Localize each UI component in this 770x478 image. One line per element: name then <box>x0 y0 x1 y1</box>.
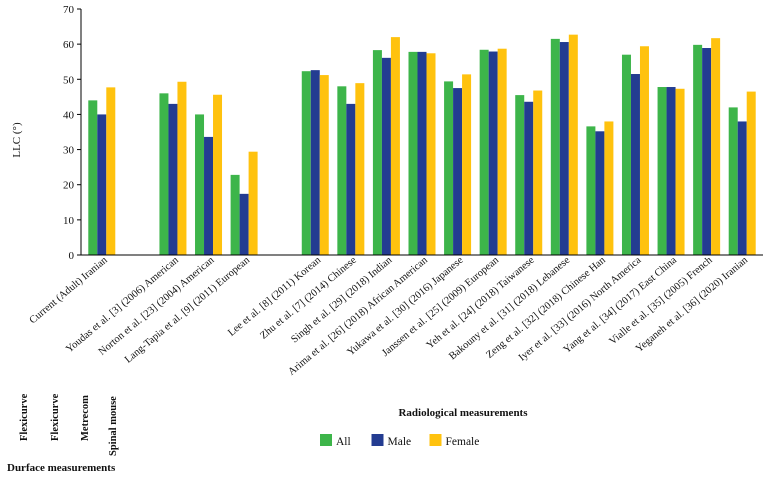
legend-swatch-all <box>320 434 332 446</box>
legend-label-female: Female <box>446 436 480 448</box>
y-tick-label: 40 <box>63 109 75 121</box>
bar-female-6 <box>319 75 329 255</box>
y-tick-label: 60 <box>63 39 75 51</box>
axes <box>80 9 763 256</box>
bar-male-16 <box>666 87 676 255</box>
bar-female-3 <box>213 94 223 256</box>
legend-swatch-female <box>429 434 442 446</box>
method-label-flexicurve-2: Flexicurve <box>50 393 61 441</box>
y-tick-label: 50 <box>63 74 75 86</box>
bar-female-13 <box>568 34 578 256</box>
y-tick-label: 10 <box>63 215 75 227</box>
bar-male-8 <box>381 57 391 255</box>
bar-all-16 <box>657 87 667 255</box>
legend-label-all: All <box>336 436 351 448</box>
bar-male-3 <box>204 136 214 255</box>
bar-male-17 <box>702 48 712 255</box>
bar-all-18 <box>728 107 738 256</box>
bar-female-4 <box>248 151 258 255</box>
bar-male-0 <box>97 114 107 255</box>
bar-female-2 <box>177 81 187 255</box>
bar-all-12 <box>515 95 525 255</box>
bar-male-18 <box>737 121 747 255</box>
bars-layer <box>88 34 756 256</box>
surface-measurements-label: Durface measurements <box>7 462 116 474</box>
method-label-flexicurve-1: Flexicurve <box>19 393 30 441</box>
x-tick-label: Current (Adult) Iranian <box>28 254 111 326</box>
bar-female-11 <box>497 48 507 256</box>
bar-male-11 <box>488 51 498 255</box>
bar-all-2 <box>159 93 169 255</box>
legend-label-male: Male <box>388 436 412 448</box>
bar-all-15 <box>621 54 631 255</box>
bar-all-11 <box>479 49 489 255</box>
bar-female-10 <box>462 74 472 255</box>
bar-female-8 <box>390 37 400 255</box>
radiological-measurements-label: Radiological measurements <box>398 407 528 419</box>
bar-male-14 <box>595 131 605 255</box>
bar-all-6 <box>301 71 311 256</box>
bar-female-16 <box>675 88 685 255</box>
bar-all-4 <box>230 174 240 255</box>
bar-all-10 <box>444 81 454 255</box>
bar-female-15 <box>639 46 649 255</box>
y-axis-label: LLC (°) <box>11 122 23 158</box>
bar-female-14 <box>604 121 614 255</box>
bar-male-9 <box>417 51 427 256</box>
bar-male-13 <box>559 42 569 255</box>
bar-all-3 <box>195 114 205 255</box>
method-label-metrecom: Metrecom <box>80 395 91 441</box>
bar-female-18 <box>746 91 756 255</box>
bar-all-13 <box>550 38 560 255</box>
legend-swatch-male <box>371 434 384 446</box>
bar-male-7 <box>346 103 356 255</box>
y-ticks: 0 10 20 30 40 50 60 70 <box>63 4 81 262</box>
bar-all-9 <box>408 51 418 256</box>
bar-female-17 <box>711 38 721 255</box>
bar-all-14 <box>586 126 596 256</box>
y-tick-label: 30 <box>63 145 75 157</box>
bar-male-2 <box>168 103 178 255</box>
bar-female-12 <box>533 90 543 255</box>
bar-all-8 <box>372 50 382 255</box>
legend: All Male Female <box>320 434 479 448</box>
y-tick-label: 70 <box>63 4 75 16</box>
bar-male-12 <box>524 101 534 255</box>
y-tick-label: 20 <box>63 180 75 192</box>
bar-male-6 <box>310 70 320 255</box>
bar-all-0 <box>88 100 98 255</box>
bar-female-7 <box>355 83 365 255</box>
bar-all-17 <box>693 44 703 255</box>
bar-male-4 <box>239 193 249 255</box>
method-label-spinal-mouse: Spinal mouse <box>108 396 119 456</box>
bar-female-9 <box>426 53 436 255</box>
bar-female-0 <box>106 87 116 256</box>
bar-male-10 <box>453 88 463 255</box>
bar-all-7 <box>337 86 347 255</box>
bar-male-15 <box>630 74 640 255</box>
y-tick-label: 0 <box>69 250 75 262</box>
